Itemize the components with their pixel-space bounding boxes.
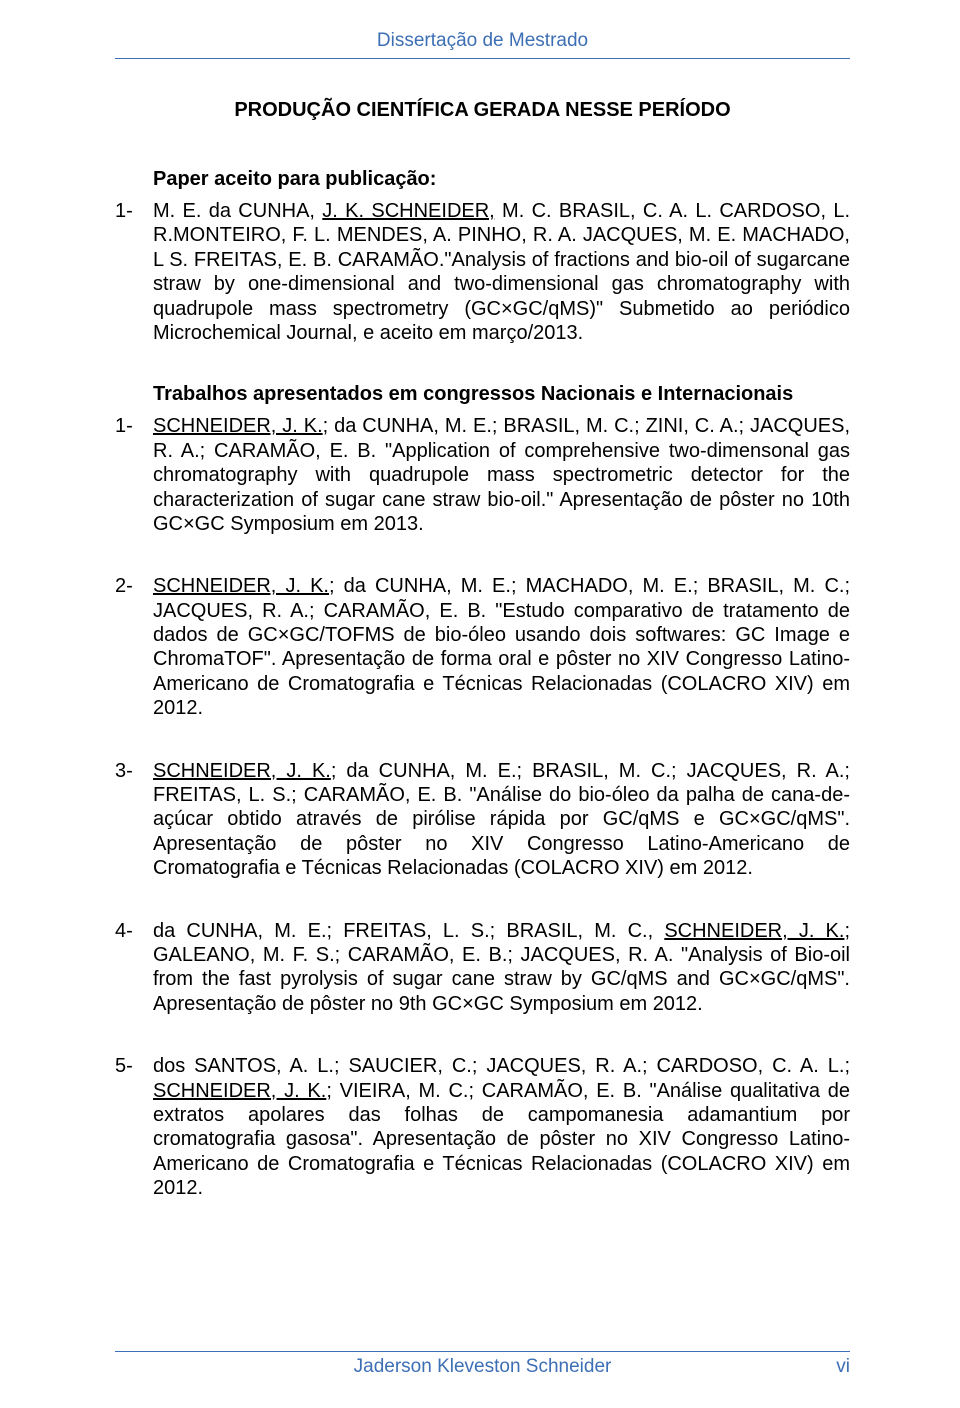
trabalho-item-5: 5- dos SANTOS, A. L.; SAUCIER, C.; JACQU… [115, 1054, 850, 1200]
author-underlined: SCHNEIDER, J. K. [664, 920, 844, 942]
text-lead: dos SANTOS, A. L.; SAUCIER, C.; JACQUES,… [153, 1055, 850, 1077]
item-number: 2- [115, 574, 153, 720]
author-underlined: SCHNEIDER, J. K. [153, 575, 329, 597]
trabalho-item-2: 2- SCHNEIDER, J. K.; da CUNHA, M. E.; MA… [115, 574, 850, 720]
section-heading-trabalhos: Trabalhos apresentados em congressos Nac… [153, 383, 850, 406]
page-footer: Jaderson Kleveston Schneider vi [115, 1351, 850, 1378]
author-underlined: J. K. SCHNEIDER, [322, 200, 494, 222]
text-lead: da CUNHA, M. E.; FREITAS, L. S.; BRASIL,… [153, 920, 664, 942]
item-number: 1- [115, 199, 153, 345]
trabalho-item-1: 1- SCHNEIDER, J. K.; da CUNHA, M. E.; BR… [115, 414, 850, 536]
item-text: M. E. da CUNHA, J. K. SCHNEIDER, M. C. B… [153, 199, 850, 345]
trabalho-item-3: 3- SCHNEIDER, J. K.; da CUNHA, M. E.; BR… [115, 759, 850, 881]
author-underlined: SCHNEIDER, J. K. [153, 415, 323, 437]
item-number: 4- [115, 919, 153, 1017]
footer-page-number: vi [820, 1356, 850, 1378]
author-underlined: SCHNEIDER, J. K. [153, 760, 331, 782]
item-text: SCHNEIDER, J. K.; da CUNHA, M. E.; MACHA… [153, 574, 850, 720]
footer-author-name: Jaderson Kleveston Schneider [145, 1356, 820, 1378]
text-lead: M. E. da CUNHA, [153, 200, 322, 222]
item-text: dos SANTOS, A. L.; SAUCIER, C.; JACQUES,… [153, 1054, 850, 1200]
section-heading-paper: Paper aceito para publicação: [153, 168, 850, 191]
author-underlined: SCHNEIDER, J. K. [153, 1080, 326, 1102]
item-number: 5- [115, 1054, 153, 1200]
page-container: Dissertação de Mestrado PRODUÇÃO CIENTÍF… [0, 0, 960, 1408]
item-text: da CUNHA, M. E.; FREITAS, L. S.; BRASIL,… [153, 919, 850, 1017]
item-text: SCHNEIDER, J. K.; da CUNHA, M. E.; BRASI… [153, 414, 850, 536]
running-header: Dissertação de Mestrado [115, 30, 850, 59]
trabalho-item-4: 4- da CUNHA, M. E.; FREITAS, L. S.; BRAS… [115, 919, 850, 1017]
item-number: 3- [115, 759, 153, 881]
footer-row: Jaderson Kleveston Schneider vi [115, 1356, 850, 1378]
item-text: SCHNEIDER, J. K.; da CUNHA, M. E.; BRASI… [153, 759, 850, 881]
paper-item: 1- M. E. da CUNHA, J. K. SCHNEIDER, M. C… [115, 199, 850, 345]
page-title: PRODUÇÃO CIENTÍFICA GERADA NESSE PERÍODO [115, 99, 850, 122]
item-number: 1- [115, 414, 153, 536]
